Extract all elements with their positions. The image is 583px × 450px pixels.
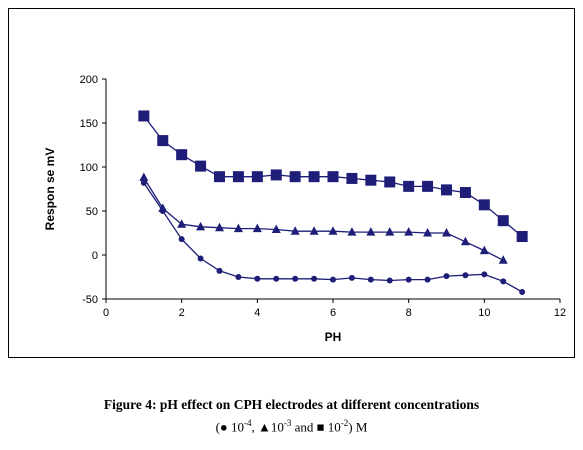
series-1-point-19 [498,255,508,264]
series-0-point-16 [441,184,452,196]
series-0-point-8 [289,171,301,183]
x-tick-label-5: 10 [478,307,490,319]
series-2-point-20 [519,288,526,295]
series-2-point-2 [178,236,185,243]
x-tick-label-0: 0 [103,307,109,319]
series-1-point-11 [347,227,357,236]
series-0-point-7 [270,169,282,181]
series-0-point-9 [308,171,320,183]
series-1-point-4 [215,222,224,232]
series-1-point-13 [385,227,395,236]
series-0-point-3 [195,160,207,172]
series-0-point-0 [138,110,150,122]
caption-title: Figure 4: pH effect on CPH electrodes at… [103,397,480,412]
x-axis-title: PH [325,330,342,344]
series-0-point-12 [365,174,377,186]
caption-legend: (● 10-4, ▲10-3 and ■ 10-2) M [0,414,583,436]
series-2-point-19 [500,278,507,285]
y-tick-label-2: 50 [86,206,98,218]
y-axis-title: Respon se mV [43,148,57,231]
series-0-point-17 [459,187,471,199]
series-0-point-15 [422,180,434,192]
series-2-point-8 [292,275,299,282]
y-tick-label-4: 150 [80,118,98,130]
caption-legend-mid-2: and ■ 10 [291,419,341,435]
series-0-point-18 [478,199,490,211]
caption-exp-2: -3 [283,418,292,428]
series-2-point-4 [216,267,223,274]
series-1-point-6 [252,223,262,233]
series-1-point-12 [366,227,376,236]
series-2-point-15 [424,276,431,283]
x-tick-label-1: 2 [179,307,185,319]
series-0-point-20 [516,231,528,243]
series-2-point-16 [443,273,450,280]
series-1-point-14 [404,227,414,236]
series-1-point-7 [271,224,281,233]
series-2-point-11 [348,274,355,281]
series-2-point-12 [367,276,374,283]
series-0-point-4 [214,171,225,183]
x-tick-label-6: 12 [554,307,566,319]
series-0-point-11 [346,172,358,184]
y-tick-label-3: 100 [80,162,98,174]
chart-area: -50 0 50 100 150 200 0 2 4 6 8 10 12 PH Respon se mV [43,74,566,344]
caption-exp-1: -4 [244,418,252,428]
series-2-point-14 [405,276,412,283]
series-2-point-5 [235,274,242,280]
figure-caption: Figure 4: pH effect on CPH electrodes at… [0,396,583,436]
series-1-point-16 [442,228,451,237]
series-2-point-6 [254,275,261,282]
series-2-point-10 [330,276,336,283]
chart-frame: -50 0 50 100 150 200 0 2 4 6 8 10 12 PH Respon se mV [8,8,575,358]
x-tick-label-4: 8 [406,307,412,319]
series-1-line [143,177,504,261]
series-1-point-8 [290,226,300,235]
series-2-point-13 [386,277,393,284]
series-1-point-17 [460,236,470,246]
series-0-point-2 [176,149,188,161]
series-2-point-1 [159,208,166,214]
y-tick-label-0: -50 [82,294,98,306]
series-1-point-2 [177,219,187,228]
series-1-point-5 [233,223,243,233]
series-1-point-10 [328,226,338,235]
series-2-point-7 [273,275,280,282]
series-0-point-10 [327,171,339,183]
caption-legend-mid-1: , ▲10 [251,419,284,435]
series-1-point-18 [479,245,489,255]
series-0-point-5 [232,171,244,183]
series-0-point-6 [251,171,263,183]
caption-legend-open: (● 10 [215,419,245,435]
series-0-point-14 [403,180,415,192]
series-0-point-1 [157,135,169,147]
caption-exp-3: -2 [340,418,349,428]
x-tick-label-2: 4 [254,307,260,319]
series-2-point-17 [462,272,469,279]
series-1-point-0 [139,172,149,182]
y-tick-label-1: 0 [92,250,98,262]
series-2-point-0 [140,179,147,186]
series-2-point-18 [481,271,488,278]
series-1-point-3 [196,221,206,231]
series-0-point-13 [384,176,396,188]
series-2-point-3 [197,255,204,262]
series-1-point-15 [423,228,433,237]
caption-legend-close: ) M [348,419,368,435]
x-tick-label-3: 6 [330,307,336,319]
y-tick-label-5: 200 [80,74,98,86]
series-2-point-9 [311,275,318,282]
series-1-point-9 [309,226,319,235]
series-0-point-19 [497,215,509,227]
